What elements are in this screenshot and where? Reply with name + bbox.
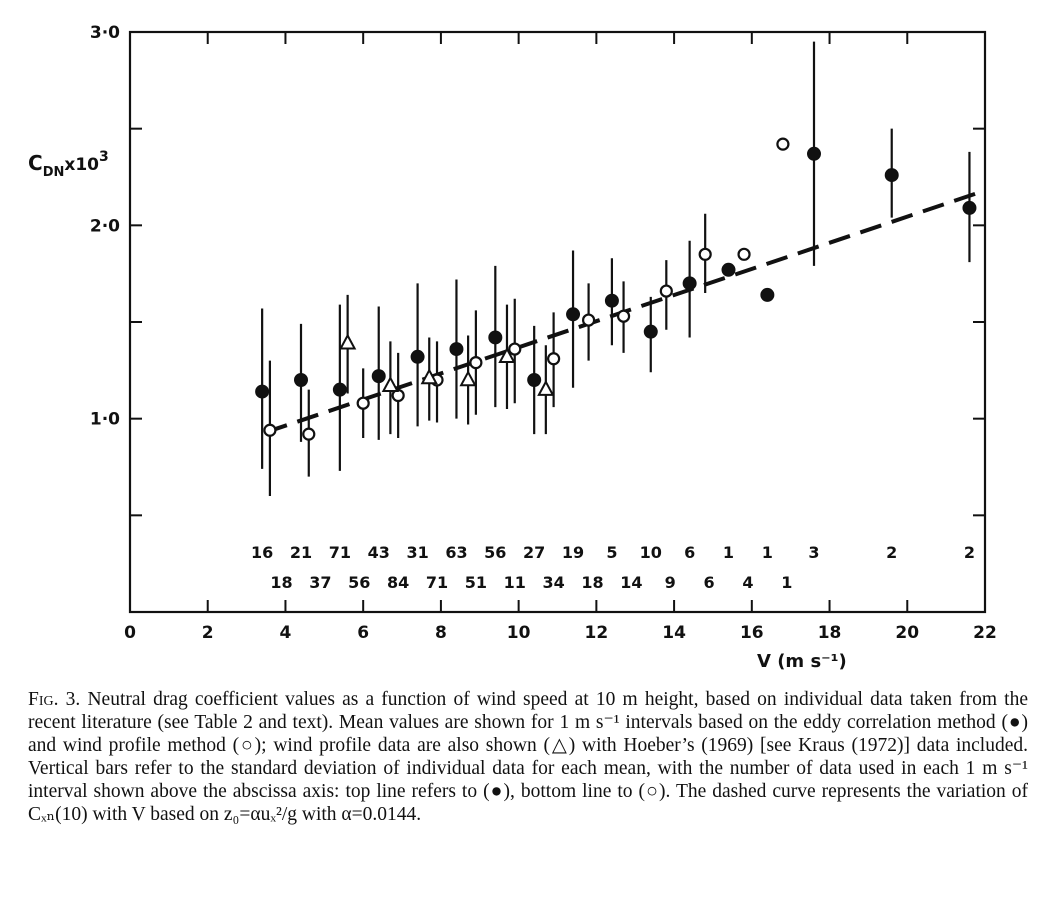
count-label-bottom: 51 [465,573,487,592]
x-tick-label: 8 [435,623,447,643]
x-tick-label: 18 [818,623,842,643]
open-circle-marker [698,247,712,261]
count-label-top: 31 [406,543,428,562]
data-markers [255,137,977,441]
count-label-top: 63 [445,543,467,562]
filled-circle-marker [682,276,697,291]
y-axis-label-sub: DN [43,165,65,180]
y-axis-label-exp: 3 [99,149,109,165]
x-tick-label: 12 [585,623,609,643]
x-tick-label: 0 [124,623,136,643]
open-circle-marker [581,313,596,327]
open-triangle-marker [459,370,477,387]
count-label-top: 2 [964,543,975,562]
y-tick-label: 1·0 [90,410,120,430]
caption-text: Neutral drag coefficient values as a fun… [28,689,1029,825]
count-label-bottom: 1 [781,573,792,592]
count-label-bottom: 18 [270,573,292,592]
figure-caption: Fig. 3. Neutral drag coefficient values … [28,688,1028,826]
open-circle-marker [737,247,751,261]
filled-circle-marker [807,146,821,161]
plot-frame [128,30,987,614]
count-label-bottom: 4 [742,573,753,592]
caption-label: Fig. 3. [28,689,81,710]
y-tick-label: 3·0 [90,23,120,43]
count-label-bottom: 56 [348,573,370,592]
axis-ticks [130,31,985,612]
count-label-top: 2 [886,543,897,562]
y-axis-label-main: C [28,151,43,175]
open-triangle-marker [537,379,555,396]
filled-circle-marker [604,293,619,308]
count-label-bottom: 14 [620,573,642,592]
filled-circle-marker [566,307,581,322]
x-tick-label: 2 [202,623,214,643]
count-label-bottom: 6 [703,573,714,592]
x-axis-label: V (m s⁻¹) [757,651,847,672]
count-labels: 16 21 71 43 31 63 56 27 19 5 10 6 1 1 3 2 218 37 56 84 71 51 1… [251,543,975,592]
count-label-top: 5 [606,543,617,562]
count-label-bottom: 84 [387,573,409,592]
filled-circle-marker [962,200,977,215]
drag-coefficient-chart: 0 2 4 6 8 10 12 14 16 18 20 221·02·03·0 16 21 71 43 31 6… [28,23,997,672]
count-label-top: 10 [640,543,662,562]
x-tick-label: 20 [895,623,919,643]
y-axis-label: CDNx103 [28,149,109,180]
open-triangle-marker [338,333,357,350]
open-circle-marker [263,423,277,437]
error-bars [261,41,971,496]
count-label-top: 1 [762,543,773,562]
count-label-top: 3 [808,543,819,562]
open-circle-marker [547,352,561,366]
filled-circle-marker [721,262,736,277]
count-label-top: 6 [684,543,695,562]
filled-circle-marker [332,382,347,397]
open-circle-marker [508,342,522,356]
count-label-bottom: 18 [581,573,603,592]
count-label-top: 21 [290,543,312,562]
open-circle-marker [659,284,673,298]
filled-circle-marker [255,384,270,399]
x-tick-label: 10 [507,623,531,643]
open-circle-marker [469,356,483,370]
filled-circle-marker [294,373,308,387]
count-label-top: 27 [523,543,545,562]
filled-circle-marker [527,373,542,387]
count-label-bottom: 11 [504,573,526,592]
x-tick-label: 6 [357,623,369,643]
y-axis-label-tail: x10 [64,155,99,175]
y-tick-label: 2·0 [90,216,120,236]
filled-circle-marker [760,287,775,302]
x-tick-label: 4 [280,623,292,643]
count-label-bottom: 37 [309,573,331,592]
filled-circle-marker [884,168,899,183]
filled-circle-marker [410,349,425,364]
open-circle-marker [776,137,790,151]
count-label-top: 71 [329,543,351,562]
x-tick-label: 16 [740,623,764,643]
count-label-top: 19 [562,543,584,562]
x-tick-label: 14 [662,623,686,643]
count-label-top: 43 [368,543,390,562]
open-triangle-marker [420,368,438,385]
open-circle-marker [616,309,631,323]
filled-circle-marker [488,330,503,345]
count-label-top: 16 [251,543,273,562]
count-label-top: 56 [484,543,506,562]
count-label-bottom: 34 [542,573,564,592]
open-circle-marker [302,427,316,441]
open-circle-marker [391,388,405,403]
count-label-top: 1 [723,543,734,562]
filled-circle-marker [449,342,464,357]
count-label-bottom: 9 [665,573,676,592]
count-label-bottom: 71 [426,573,448,592]
open-triangle-marker [498,346,516,363]
filled-circle-marker [643,324,658,339]
open-circle-marker [356,396,370,410]
x-tick-label: 22 [973,623,997,643]
filled-circle-marker [371,369,386,384]
open-triangle-marker [381,375,400,392]
axis-tick-labels: 0 2 4 6 8 10 12 14 16 18 20 221·02·03·0 [90,23,997,643]
